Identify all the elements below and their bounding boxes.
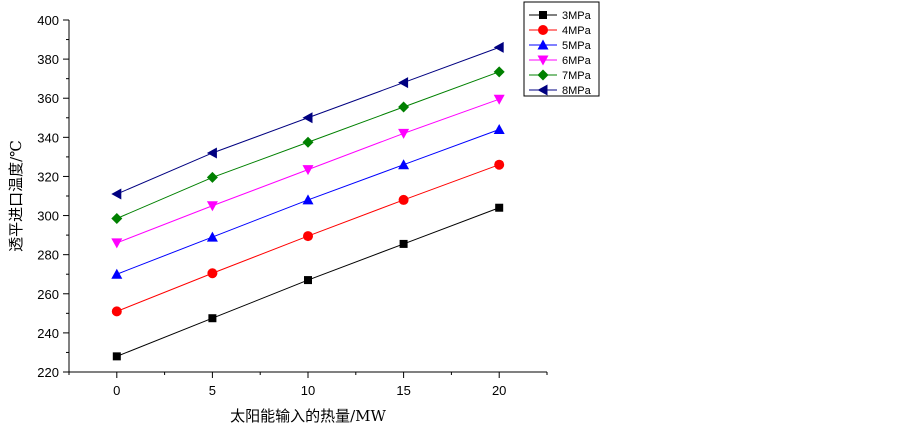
legend-box: [523, 1, 600, 97]
legend-label: 6MPa: [562, 55, 592, 67]
data-point: [208, 314, 217, 323]
series-layer: [111, 41, 505, 361]
series-7mpa: [111, 66, 505, 224]
data-point: [206, 171, 218, 183]
legend-label: 3MPa: [562, 10, 592, 22]
legend-item-7mpa: 7MPa: [529, 69, 592, 82]
legend-marker: [538, 25, 548, 35]
y-tick-label: 380: [37, 52, 59, 67]
series-4mpa: [111, 159, 505, 317]
data-point: [494, 159, 505, 170]
data-point: [303, 231, 313, 242]
data-point: [207, 268, 218, 279]
y-tick-label: 340: [37, 130, 59, 145]
data-point: [111, 212, 123, 224]
legend-item-8mpa: 8MPa: [529, 84, 592, 97]
x-tick-label: 10: [301, 383, 315, 398]
legend-marker: [537, 55, 549, 66]
y-tick-label: 280: [37, 248, 59, 263]
legend-marker: [539, 11, 547, 19]
x-axis: 0 5 10 15 20: [68, 372, 548, 398]
data-point: [302, 165, 314, 176]
data-point: [398, 77, 409, 89]
legend-marker: [537, 84, 548, 96]
x-axis-title: 太阳能输入的热量/MW: [230, 407, 386, 425]
legend-label: 7MPa: [562, 70, 592, 82]
y-tick-label: 220: [37, 365, 59, 380]
legend-label: 5MPa: [562, 40, 592, 52]
x-tick-label: 20: [492, 383, 506, 398]
data-point: [302, 136, 314, 148]
y-tick-label: 260: [37, 287, 59, 302]
data-point: [304, 276, 312, 285]
data-point: [111, 238, 123, 249]
legend-item-4mpa: 4MPa: [529, 25, 592, 37]
y-axis-title: 透平进口温度/℃: [7, 140, 25, 252]
series-5mpa: [111, 124, 505, 279]
data-point: [398, 159, 410, 170]
data-point: [398, 101, 410, 113]
legend-marker: [537, 69, 549, 81]
legend-item-6mpa: 6MPa: [529, 55, 592, 67]
data-point: [398, 194, 409, 205]
y-tick-label: 360: [37, 91, 59, 106]
data-point: [493, 94, 505, 105]
series-6mpa: [111, 94, 505, 249]
data-point: [493, 124, 505, 135]
y-axis: 220 240 260 280 300 320 340 360 380 400: [37, 13, 69, 380]
data-point: [111, 306, 122, 317]
legend-item-5mpa: 5MPa: [529, 39, 592, 52]
series-3mpa: [112, 203, 504, 361]
data-point: [302, 112, 313, 124]
data-point: [493, 41, 504, 53]
x-tick-label: 5: [209, 383, 216, 398]
data-point: [206, 147, 217, 159]
series-8mpa: [111, 41, 504, 200]
x-tick-label: 15: [396, 383, 410, 398]
data-point: [398, 128, 410, 139]
x-tick-label: 0: [113, 383, 120, 398]
legend-marker: [537, 39, 549, 50]
data-point: [493, 66, 505, 78]
y-tick-label: 300: [37, 209, 59, 224]
y-tick-label: 240: [37, 326, 59, 341]
legend-item-3mpa: 3MPa: [529, 10, 592, 22]
data-point: [111, 188, 122, 200]
data-point: [495, 203, 504, 212]
legend-label: 4MPa: [562, 25, 592, 37]
legend-label: 8MPa: [562, 85, 592, 97]
data-point: [302, 194, 314, 205]
y-tick-label: 320: [37, 169, 59, 184]
legend: 3MPa 4MPa 5MPa 6MPa 7MPa 8MPa: [523, 1, 600, 97]
y-tick-label: 400: [37, 13, 59, 28]
data-point: [206, 201, 218, 212]
data-point: [111, 268, 123, 279]
data-point: [206, 231, 218, 242]
data-point: [399, 239, 408, 248]
data-point: [112, 352, 121, 361]
